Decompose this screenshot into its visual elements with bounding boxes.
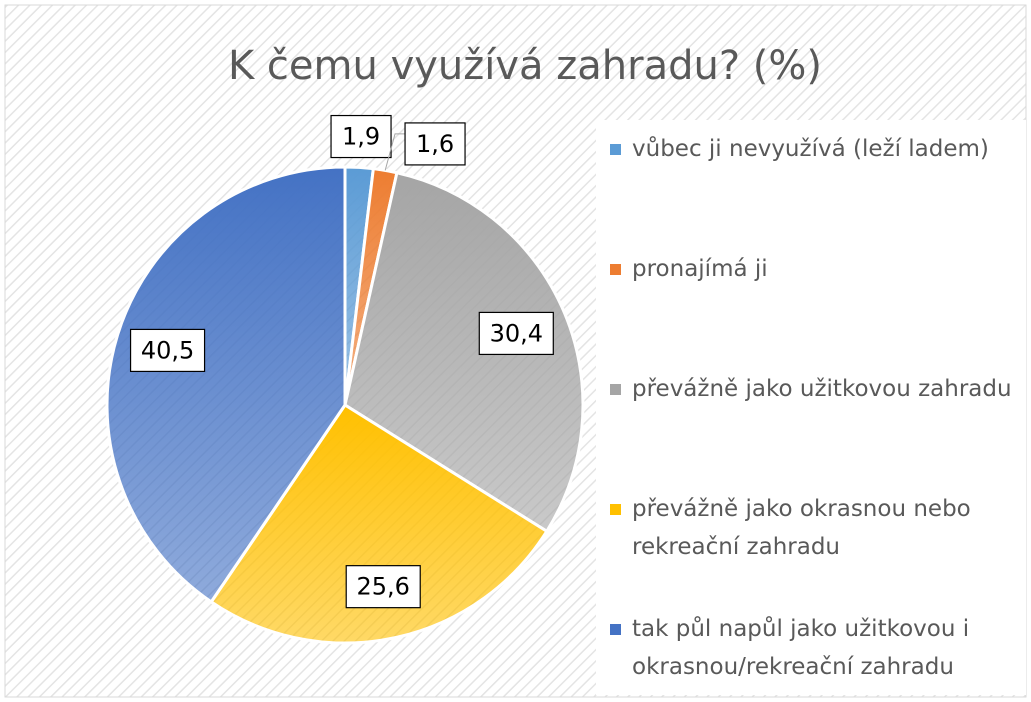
legend-label: převážně jako užitkovou zahradu — [632, 376, 1012, 402]
legend-label: pronajímá ji — [632, 256, 768, 282]
legend-label: vůbec ji nevyužívá (leží ladem) — [632, 136, 989, 162]
legend-item: pronajímá ji — [610, 250, 1031, 288]
data-label: 1,9 — [342, 123, 380, 151]
chart-title: K čemu využívá zahradu? (%) — [228, 43, 822, 89]
pie-slice — [105, 165, 347, 604]
data-label: 1,6 — [416, 130, 454, 158]
data-label-box — [129, 328, 206, 373]
legend-label: převážně jako okrasnou nebo rekreační za… — [632, 496, 971, 560]
legend-item: převážně jako užitkovou zahradu — [610, 370, 1031, 408]
data-label-box — [404, 122, 466, 166]
legend-item: tak půl napůl jako užitkovou i okrasnou/… — [610, 610, 1031, 686]
legend-label: tak půl napůl jako užitkovou i okrasnou/… — [632, 616, 970, 680]
legend-swatch — [610, 144, 621, 155]
data-label-box — [345, 565, 421, 609]
data-label: 40,5 — [141, 336, 194, 364]
legend: vůbec ji nevyužívá (leží ladem) pronajímá… — [596, 120, 1026, 695]
legend-item: převážně jako okrasnou nebo rekreační za… — [610, 490, 1031, 566]
leader-line — [384, 133, 406, 171]
data-label: 25,6 — [356, 573, 409, 601]
legend-swatch — [610, 264, 621, 275]
legend-item: vůbec ji nevyužívá (leží ladem) — [610, 130, 1031, 168]
data-label-box — [478, 311, 554, 356]
data-label-box — [330, 114, 392, 159]
pie-slice — [209, 402, 549, 645]
data-label: 30,4 — [490, 319, 543, 347]
legend-swatch — [610, 624, 621, 635]
legend-swatch — [610, 504, 621, 515]
legend-swatch — [610, 384, 621, 395]
